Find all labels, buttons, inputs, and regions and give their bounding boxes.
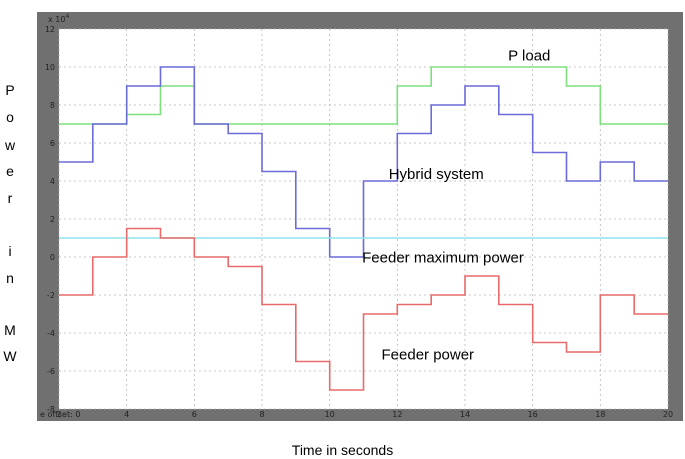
xlabel-backdrop (271, 430, 437, 448)
x-tick-label: 2 (56, 410, 61, 419)
y-tick-label: 2 (50, 215, 55, 224)
y-exponent-base: x 10 (48, 15, 65, 24)
y-axis-label-letter: o (6, 109, 14, 125)
y-tick-label: -8 (47, 405, 55, 414)
annotation-label: Feeder maximum power (362, 250, 524, 267)
x-tick-label: 18 (595, 410, 605, 419)
y-tick-label: 10 (45, 63, 55, 72)
x-tick-labels: 2 4 6 8 10 12 14 16 18 20 (56, 410, 673, 419)
series-line-1 (59, 66, 668, 125)
series-line-4 (59, 227, 668, 391)
x-tick-label: 12 (392, 410, 402, 419)
annotation-label: P load (508, 47, 550, 64)
y-axis-label-letter: W (3, 348, 17, 364)
y-axis-label-letter: r (7, 190, 13, 206)
annotation-label: Hybrid system (389, 166, 484, 183)
y-axis-label-letter: n (6, 270, 14, 286)
x-tick-label: 14 (460, 410, 470, 419)
y-tick-label: 0 (50, 253, 55, 262)
y-exponent-power: 4 (65, 13, 69, 20)
grid-lines (58, 28, 669, 410)
y-tick-label: -4 (47, 329, 55, 338)
y-axis-label-letter: e (6, 163, 14, 179)
y-tick-label: 4 (50, 177, 55, 186)
annotation-label: Feeder power (382, 347, 475, 364)
y-tick-labels: -8 -6 -4 -2 0 2 4 6 8 10 12 (45, 25, 55, 414)
x-tick-label: 16 (528, 410, 538, 419)
annotations: P load Hybrid system Feeder maximum power F… (362, 47, 550, 363)
x-axis-label: Time in seconds (291, 442, 394, 458)
y-tick-label: 6 (50, 139, 55, 148)
y-axis-label-letter: w (4, 137, 16, 153)
series-layer (59, 66, 668, 391)
x-tick-label: 20 (663, 410, 673, 419)
y-exponent-label: x 104 (48, 13, 69, 24)
y-tick-label: -6 (47, 367, 55, 376)
axis-footer-text: e offset: 0 (40, 410, 80, 419)
y-axis-label-letter: i (8, 243, 12, 259)
y-axis-label-letter: P (5, 82, 15, 98)
x-tick-label: 6 (192, 410, 197, 419)
y-axis-label-letter: M (4, 322, 16, 338)
x-tick-label: 4 (124, 410, 129, 419)
y-tick-label: -2 (47, 291, 55, 300)
x-tick-label: 10 (325, 410, 335, 419)
y-tick-label: 8 (50, 101, 55, 110)
series-line-2 (59, 66, 668, 258)
x-tick-label: 8 (259, 410, 264, 419)
y-tick-label: 12 (45, 25, 55, 34)
